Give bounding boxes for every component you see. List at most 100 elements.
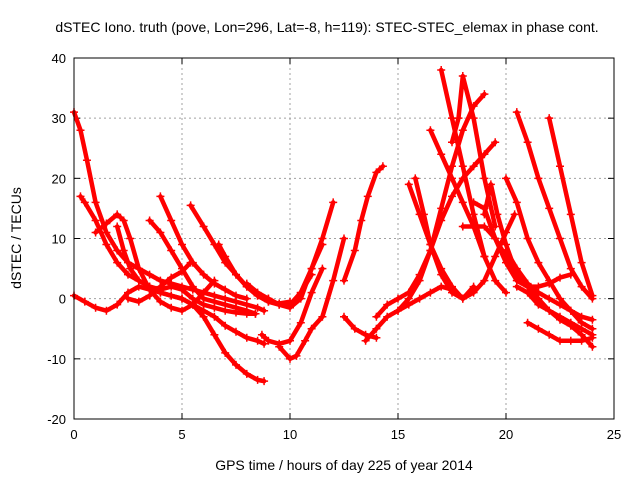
series-arc (113, 222, 260, 318)
data-point (232, 270, 240, 279)
series-line (363, 284, 466, 344)
data-point (437, 66, 446, 75)
data-point (394, 306, 402, 315)
data-point (491, 276, 500, 285)
data-point (221, 348, 230, 357)
data-point (178, 294, 186, 303)
data-point (437, 204, 446, 213)
data-point (178, 306, 186, 315)
data-point (167, 282, 176, 291)
data-point (534, 174, 543, 183)
series-line (428, 127, 487, 259)
data-point (357, 216, 366, 225)
series-arc (394, 90, 489, 315)
series-line (147, 218, 258, 316)
series-arc (275, 234, 348, 363)
data-point (167, 303, 176, 312)
y-tick-label: 10 (52, 232, 66, 247)
data-point (242, 279, 251, 288)
data-point (437, 282, 446, 291)
data-point (156, 282, 165, 291)
data-point (253, 288, 262, 297)
data-point (296, 318, 305, 327)
data-point (577, 258, 586, 267)
series-line (514, 284, 595, 350)
data-point (188, 282, 197, 291)
data-point (253, 303, 262, 312)
data-point (361, 336, 370, 345)
data-point (512, 264, 521, 273)
data-point (480, 90, 489, 99)
data-point (119, 246, 128, 255)
data-point (404, 180, 413, 189)
data-point (491, 252, 500, 261)
data-point (210, 330, 219, 339)
data-point (372, 168, 381, 177)
data-point (426, 240, 435, 249)
x-tick-label: 0 (70, 427, 77, 442)
data-point (242, 294, 251, 303)
data-point (426, 288, 435, 297)
data-point (178, 285, 186, 294)
data-point (372, 312, 381, 321)
data-point (458, 294, 467, 303)
data-point (448, 174, 456, 183)
y-tick-label: 30 (52, 111, 66, 126)
data-point (577, 282, 586, 291)
data-point (545, 114, 554, 123)
data-point (286, 354, 294, 363)
data-point (167, 246, 176, 255)
data-point (80, 297, 89, 306)
data-point (454, 114, 463, 123)
data-point (556, 162, 564, 171)
data-point (372, 324, 381, 333)
data-point (480, 210, 489, 219)
data-point (372, 333, 381, 342)
data-point (437, 150, 446, 159)
x-tick-label: 10 (283, 427, 297, 442)
data-point (510, 210, 519, 219)
data-point (264, 336, 273, 345)
data-point (469, 222, 478, 231)
series-line (471, 200, 595, 338)
data-point (556, 336, 564, 345)
data-point (210, 279, 219, 288)
data-point (383, 312, 392, 321)
series-arc (124, 258, 195, 306)
data-point (523, 318, 532, 327)
data-point (286, 336, 294, 345)
data-point (566, 336, 575, 345)
data-point (102, 219, 111, 228)
data-point (275, 300, 284, 309)
series-line (341, 164, 386, 283)
data-point (340, 312, 348, 321)
data-point (119, 216, 128, 225)
data-point (340, 234, 348, 243)
data-point (394, 294, 402, 303)
data-point (318, 312, 327, 321)
data-point (556, 273, 564, 282)
data-point (221, 285, 230, 294)
data-point (242, 369, 251, 378)
data-point (340, 276, 348, 285)
data-point (448, 288, 456, 297)
y-tick-label: -20 (47, 412, 66, 427)
series-arc (437, 66, 510, 297)
data-point (534, 258, 543, 267)
data-point (566, 210, 575, 219)
data-point (545, 276, 554, 285)
data-point (318, 234, 327, 243)
data-point (448, 192, 456, 201)
series-line (514, 109, 595, 301)
data-point (307, 264, 316, 273)
data-point (448, 162, 456, 171)
data-point (134, 276, 143, 285)
x-tick-label: 15 (391, 427, 405, 442)
data-point (221, 321, 230, 330)
data-point (134, 264, 143, 273)
data-point (260, 339, 269, 348)
data-point (275, 342, 284, 351)
data-point (264, 294, 273, 303)
data-point (113, 222, 122, 231)
data-point (411, 174, 420, 183)
